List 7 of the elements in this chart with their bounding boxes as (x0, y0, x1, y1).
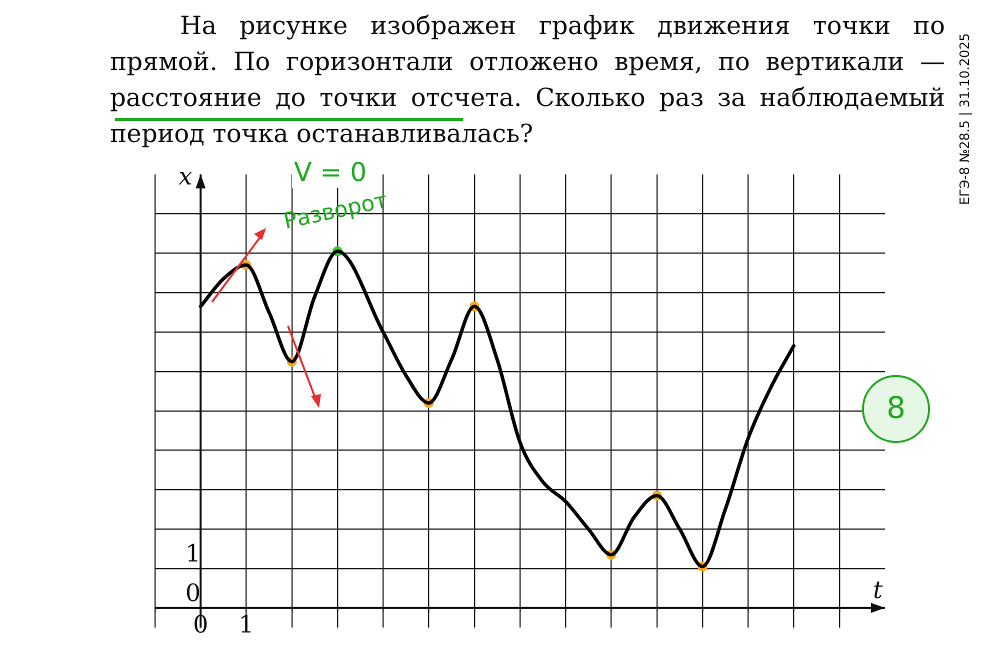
x-axis-title: t (873, 576, 883, 604)
annotation: V = 0 (292, 158, 369, 188)
chart-title: На рисунке изображен график движения точки по прямой. По горизонтали отложено время, по вертикали — расстояние до точки отсчета. Сколько раз за наблюдаемый период точка останавливалась? (110, 10, 945, 150)
y-axis-title: x (178, 162, 193, 190)
annotation: Разворот (281, 188, 390, 235)
text: 8 (862, 375, 930, 443)
text: ЕГЭ-8 №28.5 | 31.10.2025 (958, 33, 973, 205)
